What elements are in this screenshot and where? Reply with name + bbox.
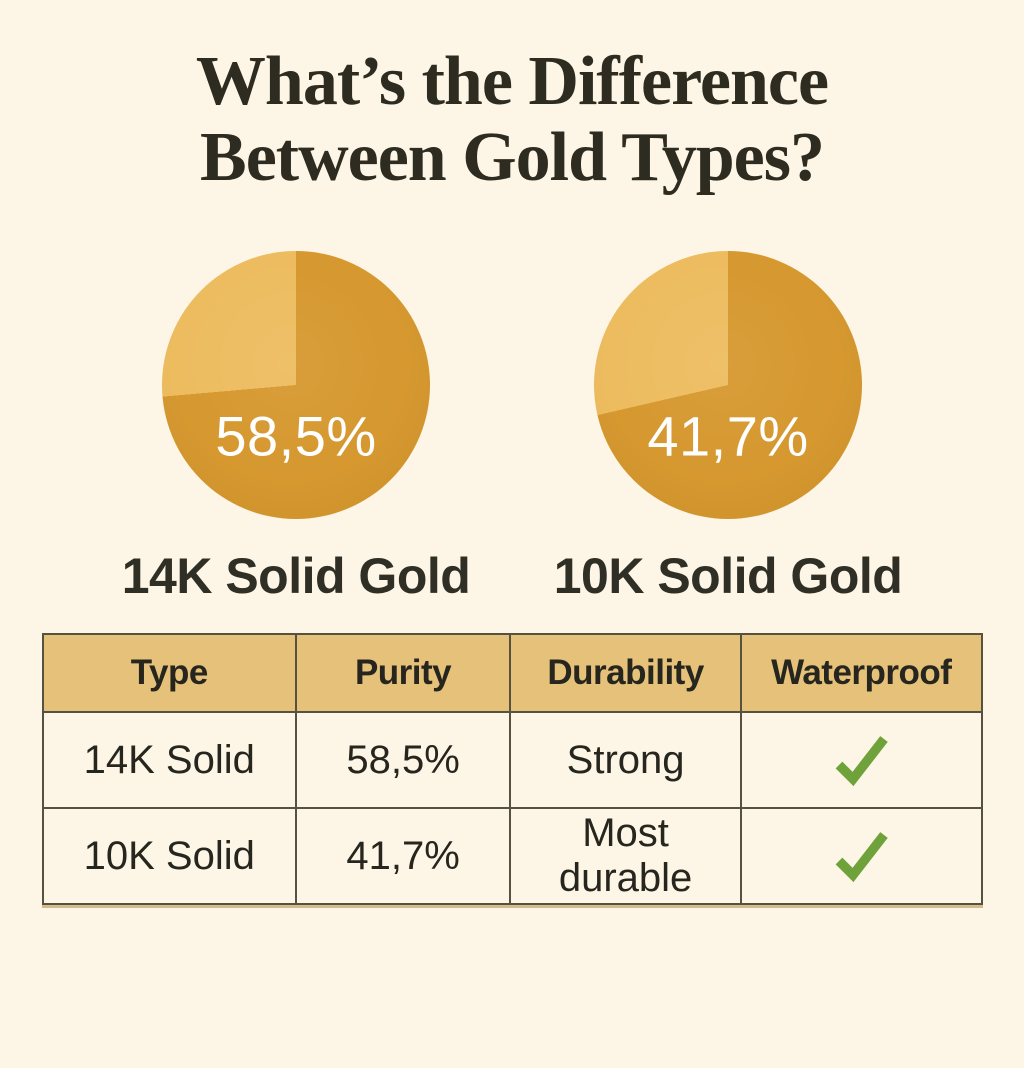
cell-purity: 58,5%: [295, 711, 512, 810]
table-header-row: Type Purity Durability Waterproof: [41, 633, 983, 714]
cell-type: 14K Solid: [41, 711, 298, 810]
pie-charts-section: 58,5% 14K Solid Gold 41,7% 10K Solid Gol…: [0, 251, 1024, 605]
column-header-type: Type: [41, 633, 298, 714]
pie-percent-label-10k: 41,7%: [647, 404, 809, 468]
cell-purity: 41,7%: [295, 807, 512, 906]
cell-waterproof: [740, 711, 983, 810]
column-header-purity: Purity: [295, 633, 512, 714]
chart-14k: 58,5% 14K Solid Gold: [96, 251, 496, 605]
chart-caption-10k: 10K Solid Gold: [553, 548, 903, 605]
comparison-table: Type Purity Durability Waterproof 14K So…: [41, 633, 983, 906]
pie-chart-10k: 41,7%: [594, 251, 862, 520]
pie-chart-14k: 58,5%: [162, 251, 430, 520]
chart-10k: 41,7% 10K Solid Gold: [528, 251, 928, 605]
checkmark-icon: [835, 832, 889, 883]
cell-type: 10K Solid: [41, 807, 298, 906]
column-header-waterproof: Waterproof: [740, 633, 983, 714]
column-header-durability: Durability: [509, 633, 743, 714]
table-row: 10K Solid 41,7% Most durable: [41, 807, 983, 906]
checkmark-icon: [835, 736, 889, 787]
table-row: 14K Solid 58,5% Strong: [41, 711, 983, 810]
page-title-line1: What’s the Difference: [195, 43, 829, 120]
pie-percent-label-14k: 58,5%: [215, 404, 377, 468]
cell-durability: Strong: [509, 711, 743, 810]
cell-durability: Most durable: [509, 807, 743, 906]
page-title-line2: Between Gold Types?: [200, 118, 825, 196]
chart-caption-14k: 14K Solid Gold: [121, 548, 471, 605]
page-title: What’s the Difference Between Gold Types…: [0, 44, 1024, 195]
cell-waterproof: [740, 807, 983, 906]
